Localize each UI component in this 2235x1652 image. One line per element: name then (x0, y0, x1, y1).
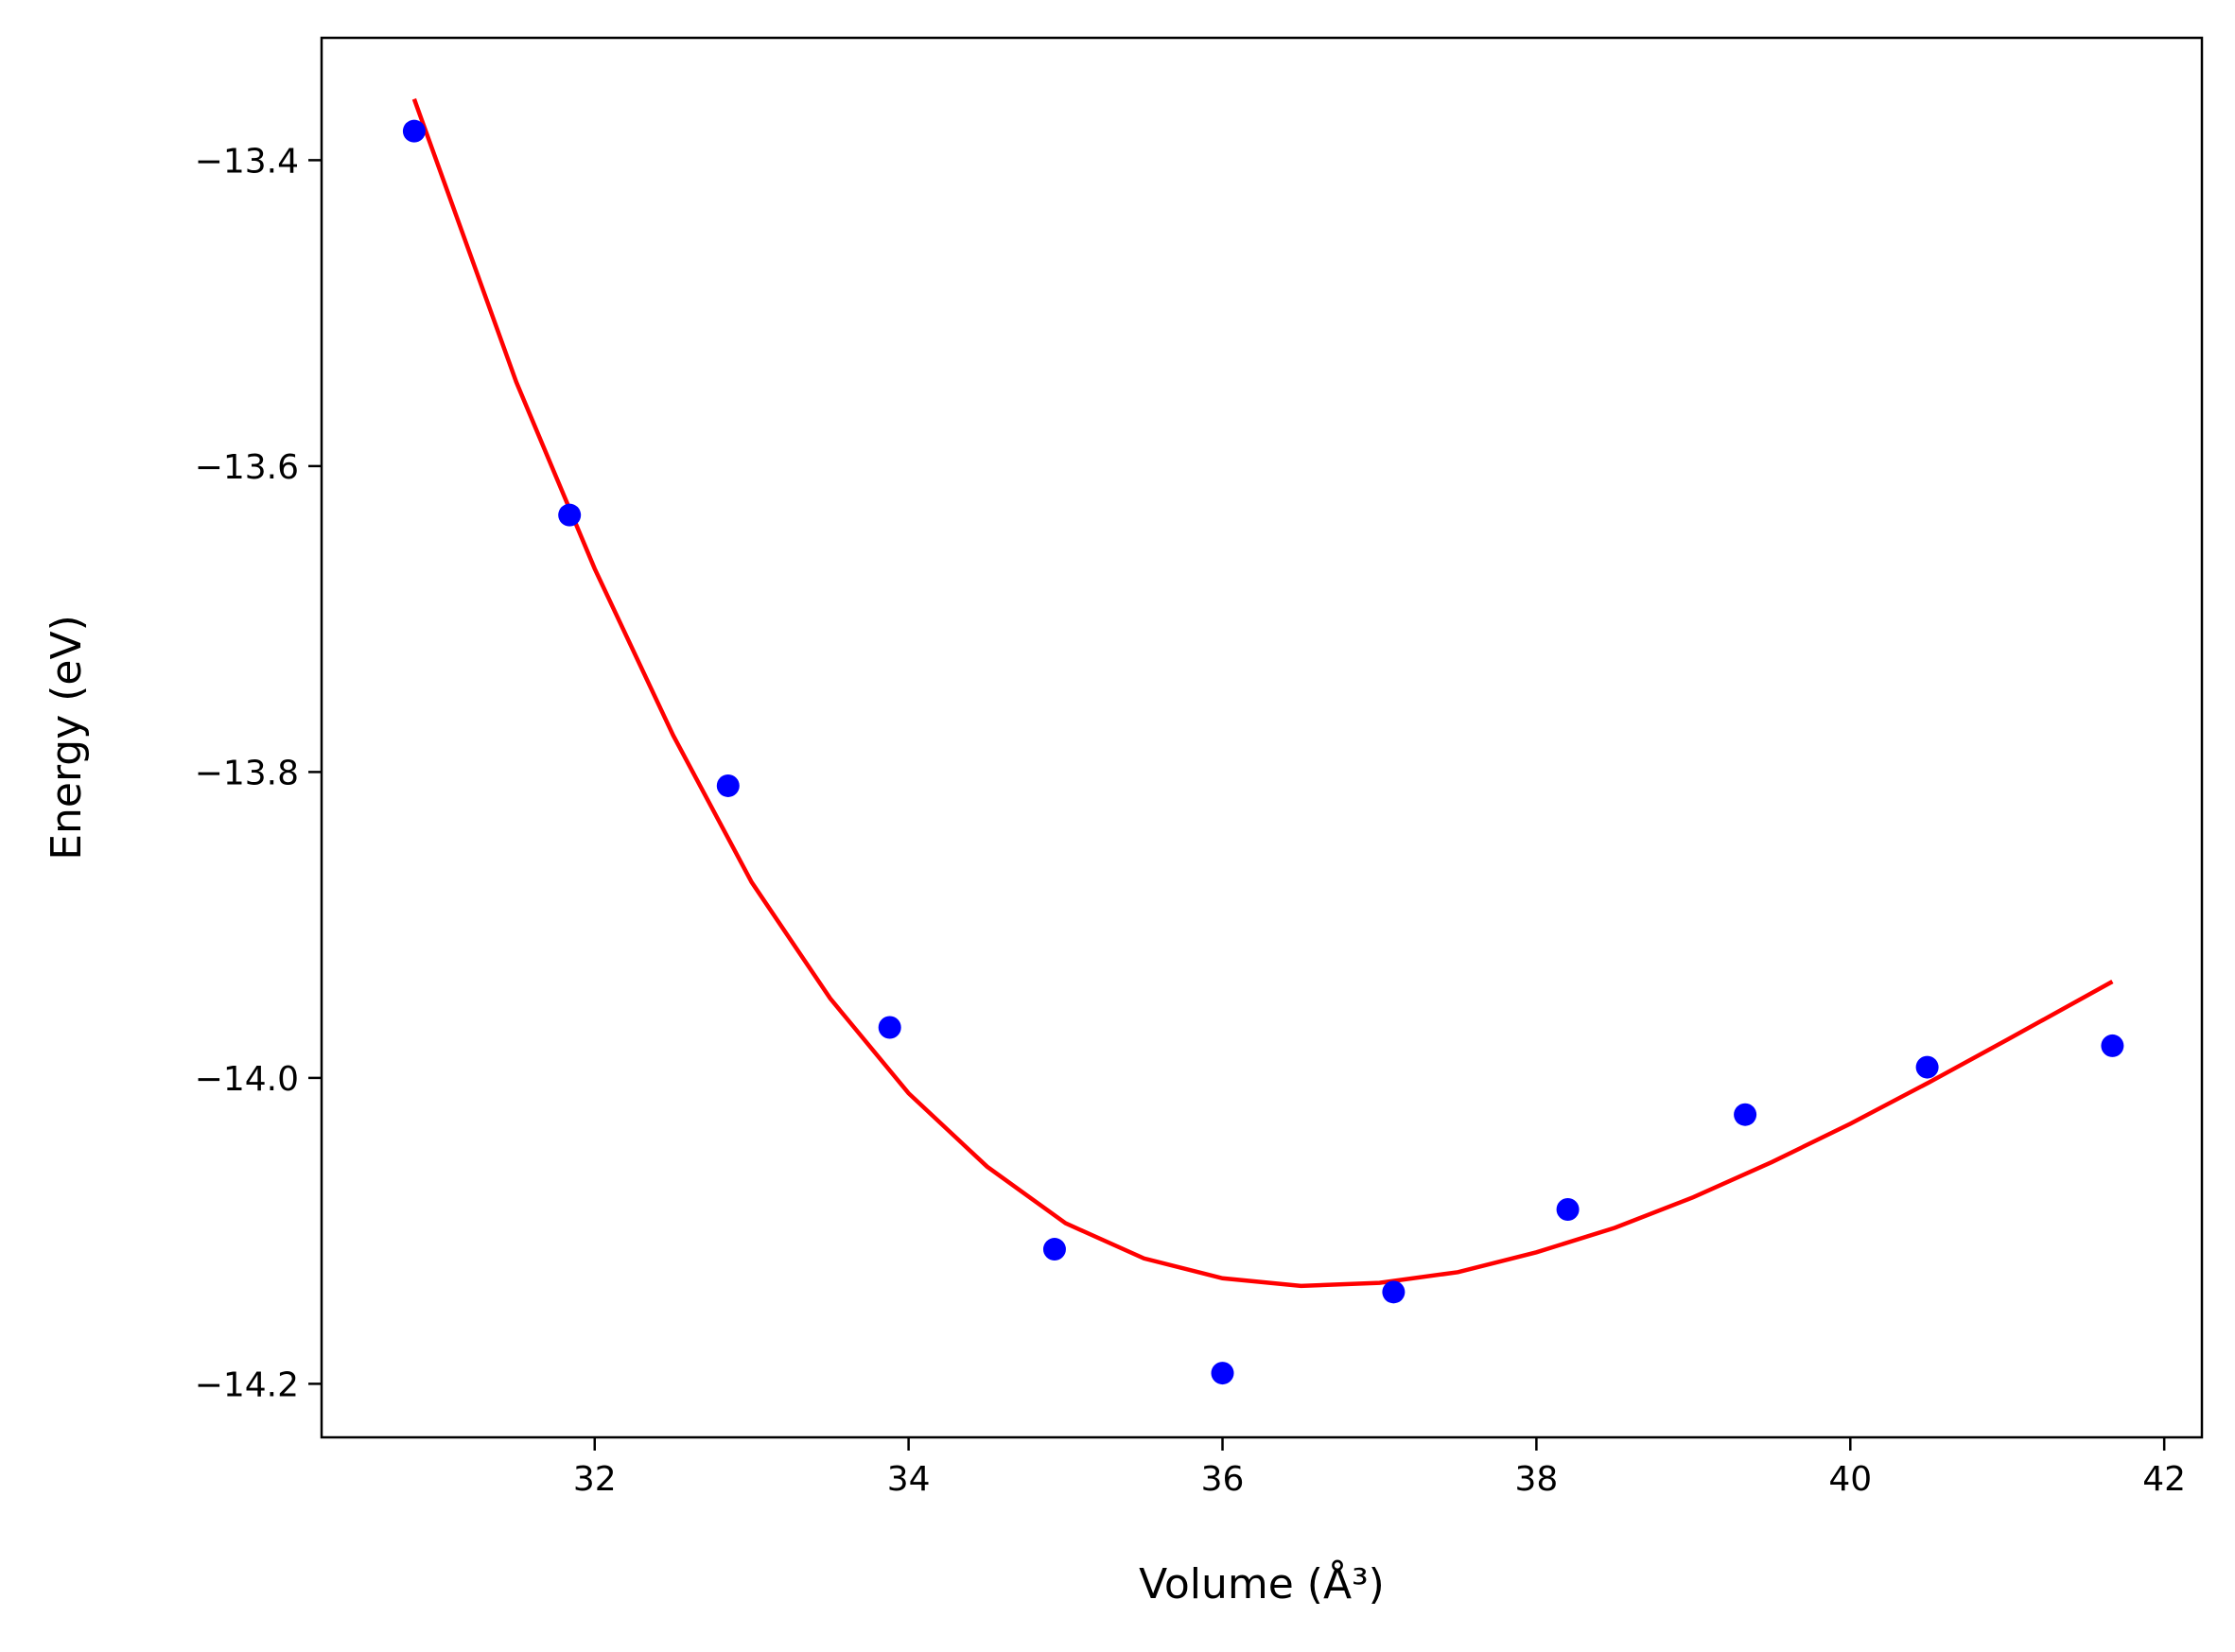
plot-frame (320, 36, 2204, 1439)
x-tick-label: 32 (573, 1460, 617, 1499)
data-point (2101, 1034, 2124, 1057)
tick-marks (308, 159, 2166, 1451)
y-tick-label: −13.4 (195, 142, 299, 181)
y-tick-label: −13.8 (195, 754, 299, 792)
data-point (1042, 1238, 1066, 1261)
y-tick-label: −14.0 (195, 1060, 299, 1099)
x-tick-label: 40 (1828, 1460, 1872, 1499)
x-tick-label: 38 (1514, 1460, 1558, 1499)
data-point (558, 503, 582, 527)
data-point (402, 119, 426, 143)
x-tick-label: 36 (1201, 1460, 1245, 1499)
tick-labels: 32 34 36 38 40 42 −14.2 −14.0 −13.8 −13.6 −13.4 (195, 142, 2186, 1499)
data-point (1211, 1362, 1234, 1385)
data-point (716, 774, 740, 797)
x-tick-label: 34 (887, 1460, 931, 1499)
series-layer (402, 97, 2124, 1385)
y-axis-label: Energy (eV) (43, 615, 91, 861)
data-point (1734, 1103, 1757, 1126)
data-point (1556, 1197, 1580, 1221)
fit-curve (411, 97, 2114, 1289)
data-point (1915, 1055, 1939, 1079)
x-tick-label: 42 (2142, 1460, 2186, 1499)
x-axis-label: Volume (Å³) (1139, 1558, 1385, 1609)
data-point (878, 1016, 901, 1039)
y-tick-label: −14.2 (195, 1365, 299, 1404)
y-tick-label: −13.6 (195, 448, 299, 487)
data-point (1382, 1280, 1406, 1304)
